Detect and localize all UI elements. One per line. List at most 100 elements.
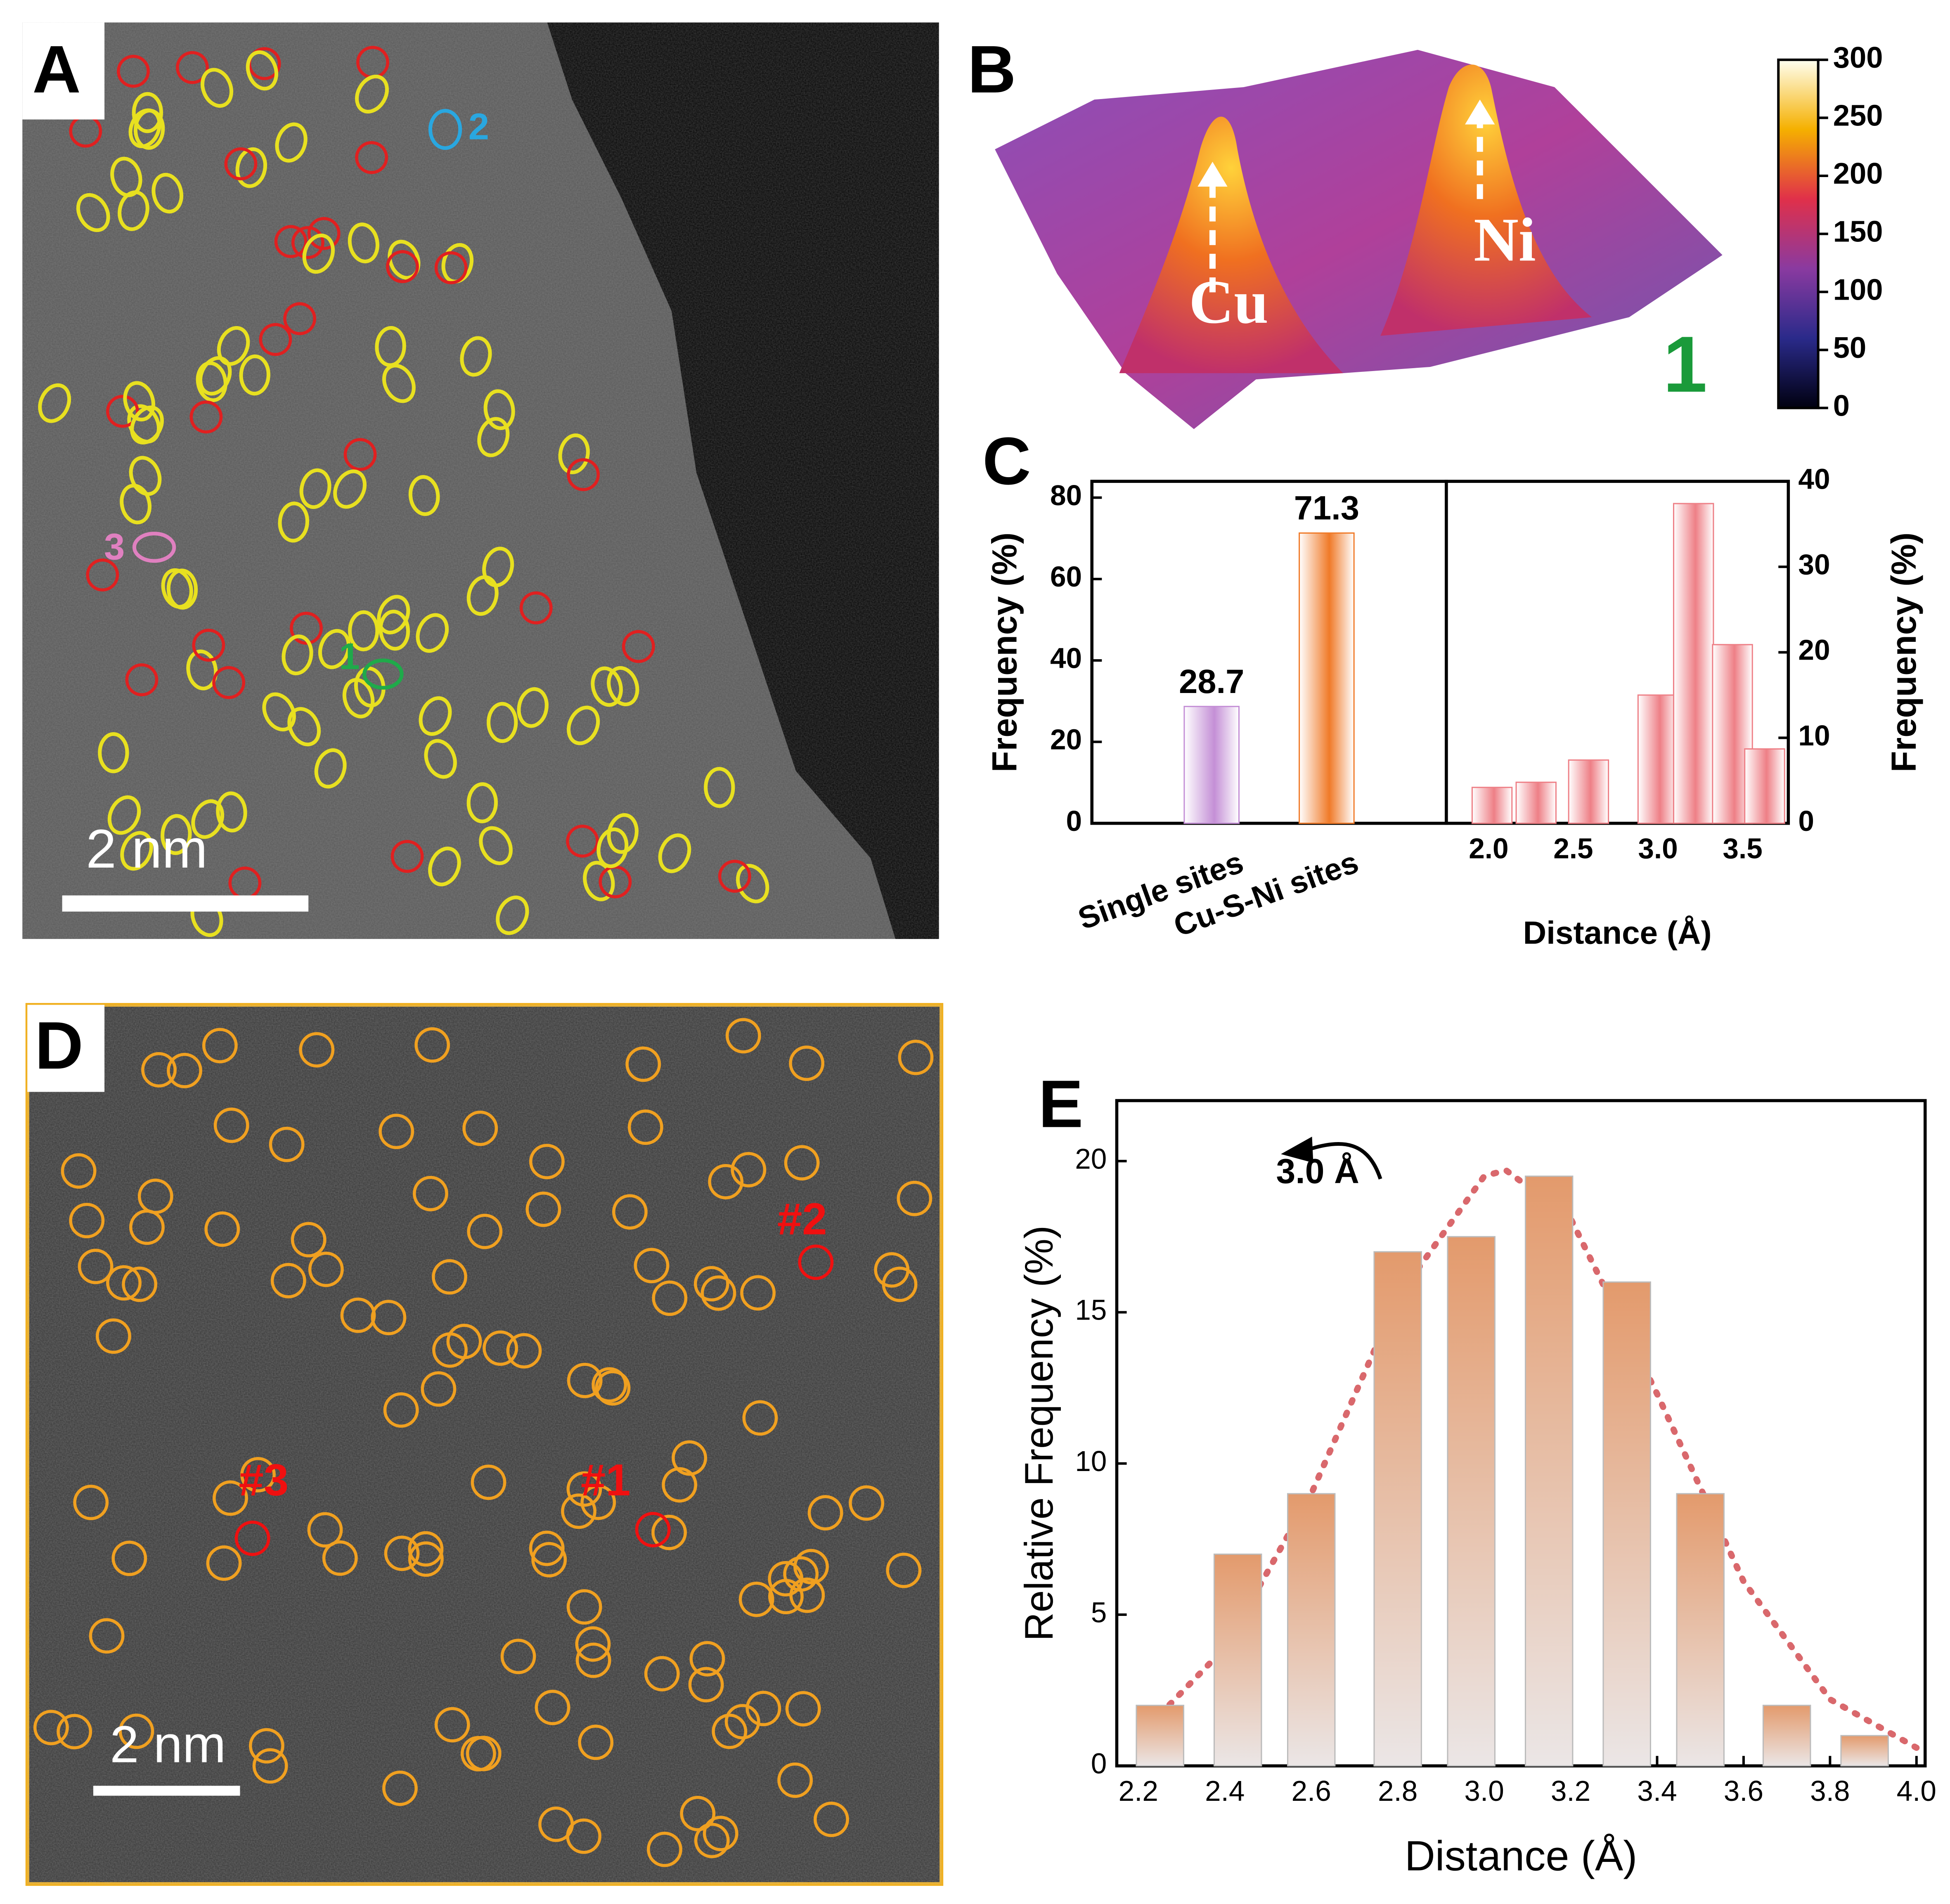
site-marker bbox=[384, 1535, 420, 1571]
site-marker bbox=[745, 1691, 781, 1727]
bar bbox=[1447, 1236, 1496, 1767]
site-marker bbox=[607, 666, 639, 707]
site-marker bbox=[117, 54, 150, 88]
site-marker bbox=[275, 122, 308, 163]
site-marker bbox=[120, 483, 151, 525]
site-marker bbox=[78, 1249, 114, 1284]
site-marker bbox=[269, 1126, 305, 1162]
colorbar-tick-label: 0 bbox=[1833, 390, 1850, 423]
site-marker bbox=[379, 610, 410, 651]
site-marker bbox=[125, 663, 159, 696]
x-tick-label: 3.0 bbox=[1464, 1775, 1504, 1807]
site-marker bbox=[118, 190, 149, 231]
site-marker bbox=[693, 1266, 729, 1302]
site-marker bbox=[375, 326, 406, 367]
colorbar-tick-label: 100 bbox=[1833, 273, 1883, 306]
y-tick-label: 10 bbox=[1798, 719, 1830, 752]
site-marker bbox=[612, 1194, 648, 1230]
site-marker bbox=[428, 847, 461, 887]
site-marker bbox=[189, 400, 223, 434]
site-marker bbox=[897, 1180, 932, 1216]
site-marker bbox=[290, 612, 323, 645]
annotation: 3.0 Å bbox=[1276, 1152, 1359, 1191]
y-tick-label: 60 bbox=[1050, 561, 1082, 593]
site-marker bbox=[259, 323, 292, 356]
y-tick-label: 0 bbox=[1091, 1748, 1107, 1780]
site-marker bbox=[383, 1392, 419, 1428]
y-tick-label: 20 bbox=[1798, 634, 1830, 666]
bar bbox=[1471, 787, 1513, 824]
y-tick-label: 0 bbox=[1066, 805, 1082, 837]
x-tick-label: 2.4 bbox=[1205, 1775, 1245, 1807]
site-marker bbox=[57, 1714, 92, 1750]
site-marker bbox=[217, 326, 250, 366]
site-marker bbox=[213, 1107, 249, 1143]
site-marker bbox=[487, 702, 518, 743]
site-marker bbox=[132, 92, 163, 133]
site-marker bbox=[161, 568, 193, 609]
site-marker bbox=[176, 51, 209, 84]
y-axis-label: Frequency (%) bbox=[1884, 532, 1923, 772]
site-marker bbox=[567, 458, 600, 491]
site-marker bbox=[694, 1823, 730, 1859]
site-marker bbox=[278, 501, 309, 543]
site-marker bbox=[708, 1164, 744, 1199]
bar bbox=[1744, 748, 1785, 824]
site-marker bbox=[274, 225, 308, 258]
site-marker bbox=[738, 1581, 774, 1617]
site-marker bbox=[282, 634, 313, 676]
site-marker bbox=[348, 222, 379, 263]
bar bbox=[1183, 706, 1240, 824]
colorbar bbox=[1777, 58, 1820, 409]
bar bbox=[1840, 1735, 1889, 1767]
site-marker bbox=[567, 1362, 603, 1398]
site-marker bbox=[128, 108, 161, 149]
site-marker bbox=[783, 1556, 819, 1592]
site-marker bbox=[529, 1144, 565, 1180]
site-marker bbox=[307, 1512, 343, 1548]
site-marker bbox=[662, 1467, 698, 1503]
site-marker bbox=[213, 1480, 248, 1516]
site-marker bbox=[123, 381, 155, 422]
y-tick-label: 30 bbox=[1798, 549, 1830, 581]
bar bbox=[1213, 1553, 1262, 1767]
site-marker bbox=[798, 1244, 834, 1280]
plot-frame bbox=[1115, 1099, 1927, 1768]
site-marker bbox=[712, 1713, 748, 1749]
site-marker bbox=[322, 1540, 358, 1576]
site-marker bbox=[262, 692, 296, 732]
site-marker bbox=[192, 629, 225, 662]
site-marker bbox=[98, 732, 129, 773]
site-marker bbox=[120, 831, 153, 871]
site-marker bbox=[414, 1027, 450, 1063]
site-marker bbox=[785, 1691, 821, 1727]
site-label: 2 bbox=[469, 106, 489, 147]
site-marker bbox=[287, 707, 321, 747]
site-marker bbox=[558, 433, 590, 474]
site-marker bbox=[566, 825, 599, 858]
site-marker bbox=[807, 1495, 843, 1531]
site-label: 1 bbox=[1663, 319, 1707, 409]
colorbar-tick-label: 150 bbox=[1833, 215, 1883, 248]
site-label: #3 bbox=[239, 1455, 289, 1505]
site-marker bbox=[531, 1542, 567, 1578]
site-marker bbox=[216, 791, 247, 833]
site-marker bbox=[538, 1806, 574, 1842]
y-tick-label: 15 bbox=[1075, 1294, 1107, 1326]
site-marker bbox=[477, 417, 510, 457]
y-tick-label: 5 bbox=[1091, 1596, 1107, 1628]
site-marker bbox=[672, 1440, 708, 1476]
bar bbox=[1524, 1176, 1574, 1767]
site-marker bbox=[467, 1213, 503, 1249]
site-marker bbox=[167, 1053, 202, 1088]
bar bbox=[1673, 503, 1714, 824]
site-marker bbox=[33, 1710, 69, 1746]
site-marker bbox=[689, 1641, 725, 1677]
site-marker bbox=[212, 666, 246, 699]
site-marker bbox=[340, 1297, 376, 1333]
site-marker bbox=[580, 1484, 616, 1520]
site-marker bbox=[355, 74, 389, 114]
site-marker bbox=[129, 456, 162, 496]
site-marker bbox=[583, 861, 615, 901]
site-marker bbox=[525, 1191, 561, 1227]
